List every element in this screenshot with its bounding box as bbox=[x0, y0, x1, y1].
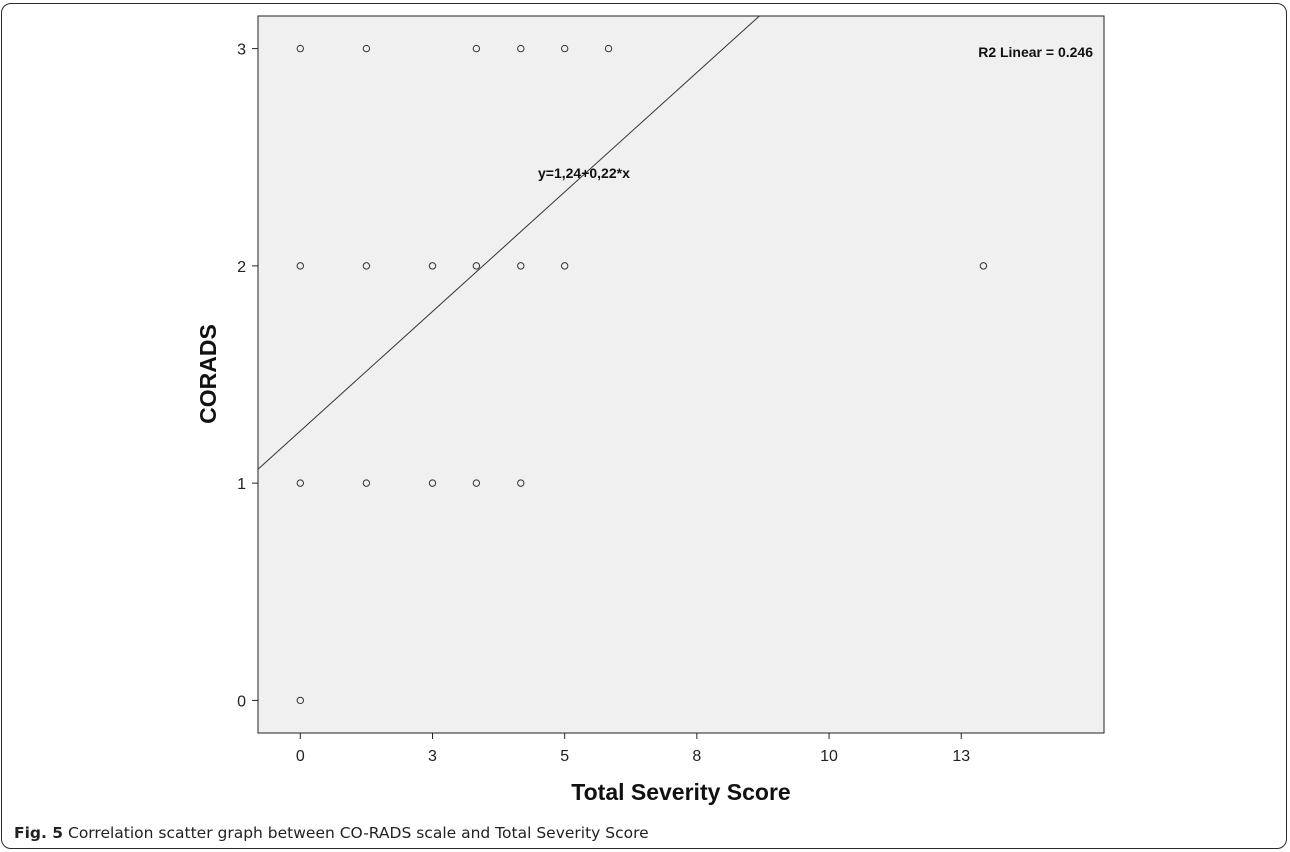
fit-line bbox=[257, 15, 760, 470]
caption-label: Fig. 5 bbox=[14, 824, 64, 842]
data-point bbox=[472, 262, 481, 270]
y-axis-label: CORADS bbox=[195, 324, 221, 424]
y-tick-label: 0 bbox=[237, 693, 246, 710]
data-point bbox=[517, 262, 525, 270]
data-point bbox=[362, 479, 371, 487]
x-axis-label: Total Severity Score bbox=[571, 779, 790, 805]
caption-text: Correlation scatter graph between CO-RAD… bbox=[63, 824, 649, 842]
data-point bbox=[296, 479, 304, 487]
data-point bbox=[428, 262, 437, 270]
x-tick-label: 0 bbox=[296, 748, 305, 765]
data-point bbox=[560, 44, 569, 53]
y-tick-label: 1 bbox=[237, 476, 246, 493]
equation-annotation: y=1,24+0,22*x bbox=[538, 165, 630, 181]
x-tick-label: 5 bbox=[560, 748, 569, 765]
figure-caption: Fig. 5 Correlation scatter graph between… bbox=[14, 824, 649, 842]
x-tick-label: 10 bbox=[820, 748, 838, 765]
data-point bbox=[428, 479, 437, 487]
y-tick-label: 3 bbox=[237, 42, 246, 59]
plot-area bbox=[257, 15, 1105, 734]
data-point bbox=[362, 44, 371, 53]
y-tick-label: 2 bbox=[237, 259, 246, 276]
data-point bbox=[296, 262, 304, 270]
data-point bbox=[604, 44, 613, 53]
x-tick-label: 8 bbox=[692, 748, 701, 765]
data-point bbox=[517, 479, 525, 487]
data-point bbox=[517, 44, 525, 53]
x-tick-label: 3 bbox=[428, 748, 437, 765]
data-point bbox=[979, 262, 988, 270]
data-point bbox=[560, 262, 569, 270]
x-tick-label: 13 bbox=[952, 748, 970, 765]
data-point bbox=[296, 44, 304, 53]
data-point bbox=[362, 262, 371, 270]
data-point bbox=[472, 479, 481, 487]
data-point bbox=[472, 44, 481, 53]
r2-annotation: R2 Linear = 0.246 bbox=[978, 44, 1093, 60]
data-point bbox=[296, 696, 304, 705]
